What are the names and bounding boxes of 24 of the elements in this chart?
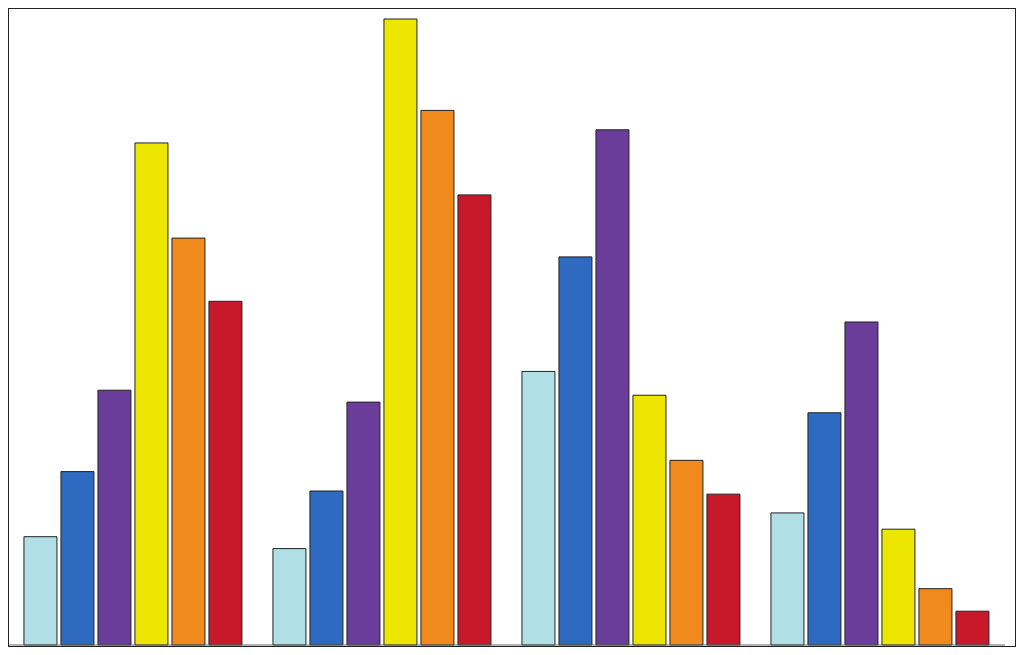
bar xyxy=(272,548,307,646)
bar xyxy=(918,588,953,646)
bar xyxy=(770,512,805,646)
bar xyxy=(346,401,381,646)
bar xyxy=(881,528,916,646)
bar xyxy=(171,237,206,646)
bar xyxy=(23,536,58,646)
bar xyxy=(134,142,169,646)
bar xyxy=(669,459,704,646)
bar xyxy=(383,18,418,646)
bar xyxy=(208,300,243,646)
bar xyxy=(955,610,990,646)
bar xyxy=(706,493,741,646)
bar xyxy=(60,471,95,646)
bar xyxy=(844,321,879,646)
bar xyxy=(632,394,667,646)
bar xyxy=(558,256,593,646)
bar xyxy=(309,490,344,646)
bar xyxy=(521,370,556,646)
bar xyxy=(420,109,455,646)
bar xyxy=(807,412,842,646)
bar xyxy=(457,194,492,646)
bar xyxy=(97,389,132,646)
bar xyxy=(595,129,630,646)
